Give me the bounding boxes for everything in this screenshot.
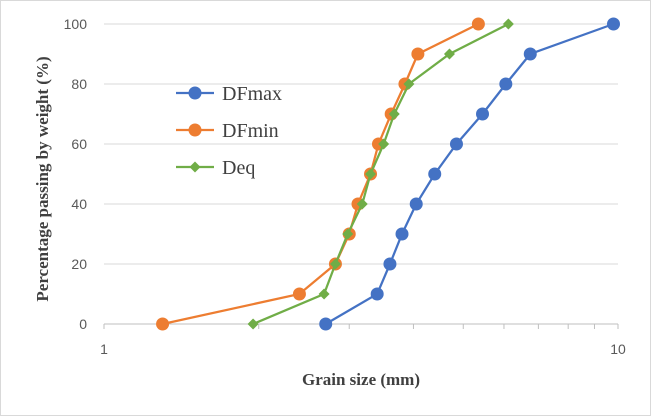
x-tick-label: 10 [610, 341, 626, 357]
series-group [156, 17, 620, 331]
data-point-deq [443, 48, 455, 60]
data-point-deq [342, 228, 354, 240]
data-point-deq [502, 18, 514, 30]
axes: 0 20 40 60 80 100 1 10 [64, 16, 626, 357]
y-tick-label: 0 [79, 316, 87, 332]
series-deq [247, 18, 514, 330]
data-point-deq [329, 258, 341, 270]
data-point-dfmax [409, 197, 423, 211]
data-point-dfmax [606, 17, 620, 31]
series-dfmax [319, 17, 620, 331]
data-point-dfmax [499, 77, 513, 91]
data-point-dfmax [370, 287, 384, 301]
data-point-dfmax [476, 107, 490, 121]
data-point-deq [247, 318, 259, 330]
data-point-dfmax [395, 227, 409, 241]
legend-item-deq: Deq [176, 157, 255, 179]
legend-label: Deq [222, 157, 255, 179]
legend-item-dfmax: DFmax [176, 83, 282, 105]
y-tick-label: 60 [71, 136, 87, 152]
data-point-dfmin [292, 287, 306, 301]
data-point-dfmin [471, 17, 485, 31]
y-tick-label: 80 [71, 76, 87, 92]
y-tick-label: 20 [71, 256, 87, 272]
data-point-dfmin [156, 317, 170, 331]
y-tick-label: 100 [64, 16, 88, 32]
data-point-deq [356, 198, 368, 210]
legend: DFmax DFmin Deq [176, 83, 282, 179]
legend-swatch-marker [188, 123, 202, 137]
series-line-deq [252, 22, 509, 326]
data-point-deq [318, 288, 330, 300]
data-point-dfmax [449, 137, 463, 151]
x-tick-label: 1 [100, 341, 108, 357]
x-axis-title: Grain size (mm) [302, 370, 420, 389]
data-point-deq [365, 168, 377, 180]
legend-swatch-marker [189, 161, 201, 173]
data-point-deq [378, 138, 390, 150]
data-point-dfmax [428, 167, 442, 181]
y-tick-label: 40 [71, 196, 87, 212]
data-point-dfmax [319, 317, 333, 331]
data-point-deq [388, 108, 400, 120]
legend-label: DFmax [222, 83, 282, 105]
y-axis-title: Percentage passing by weight (%) [33, 56, 52, 301]
legend-swatch-marker [188, 86, 202, 100]
legend-item-dfmin: DFmin [176, 120, 279, 142]
data-point-dfmax [523, 47, 537, 61]
gridlines [104, 23, 618, 265]
legend-label: DFmin [222, 120, 279, 142]
data-point-dfmin [411, 47, 425, 61]
data-point-deq [403, 78, 415, 90]
data-point-dfmax [383, 257, 397, 271]
